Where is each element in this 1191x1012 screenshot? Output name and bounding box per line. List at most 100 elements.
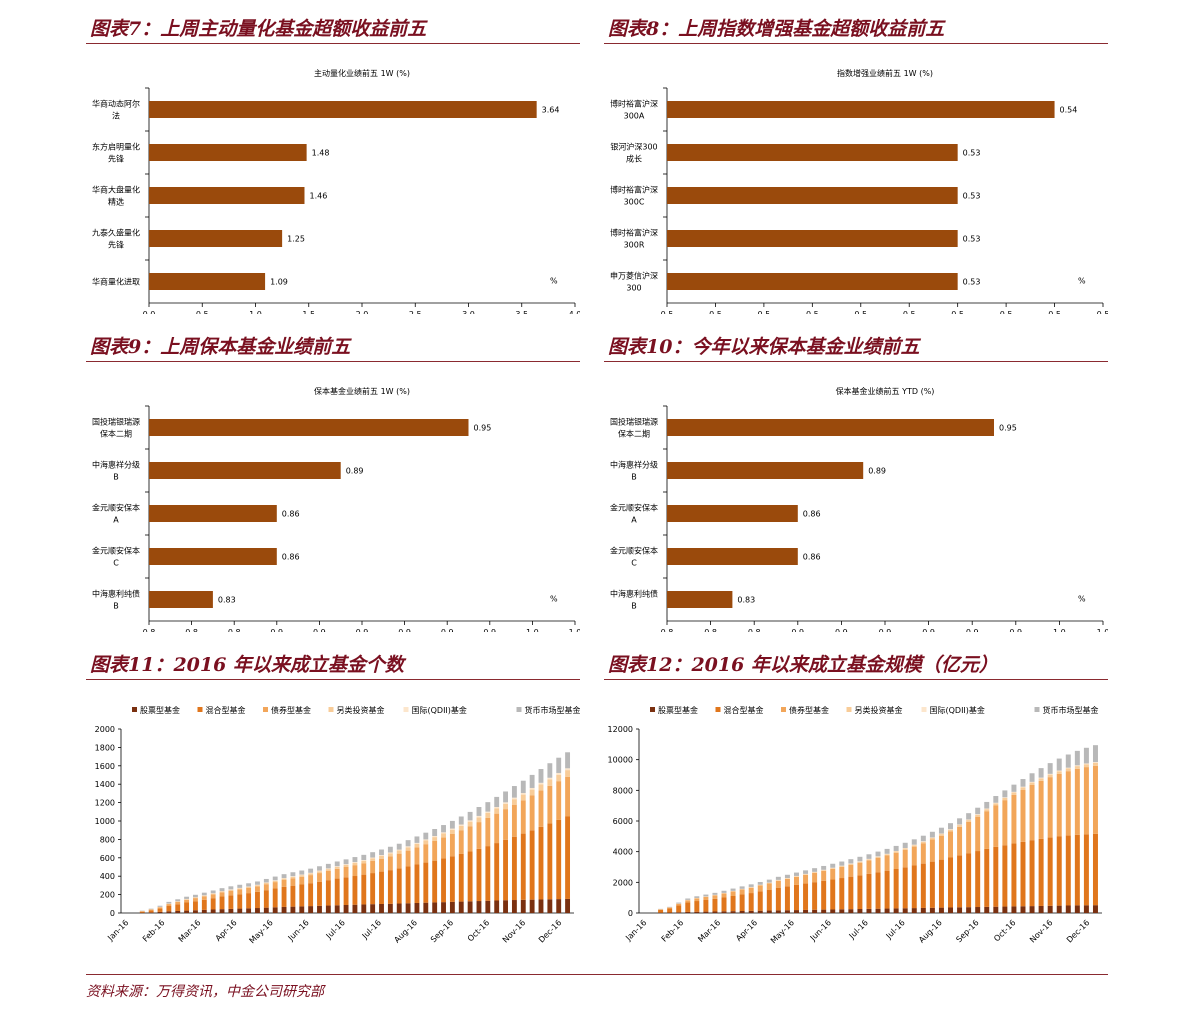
stack-segment xyxy=(975,851,981,908)
bar xyxy=(149,591,213,608)
stack-segment xyxy=(1092,765,1098,834)
stack-segment xyxy=(775,887,781,911)
stack-segment xyxy=(784,878,790,887)
stack-segment xyxy=(193,910,198,913)
stack-segment xyxy=(441,825,446,833)
stack-segment xyxy=(766,879,772,883)
data-label: 1.25 xyxy=(287,235,305,244)
stack-segment xyxy=(948,857,954,908)
x-tick-label: 0.5 xyxy=(709,310,722,314)
stack-segment xyxy=(793,876,799,885)
x-tick-label: 0.9 xyxy=(922,628,935,632)
stack-segment xyxy=(757,881,763,885)
stack-segment xyxy=(157,907,163,909)
stack-segment xyxy=(1020,841,1026,907)
stack-segment xyxy=(184,899,190,903)
stack-segment xyxy=(975,907,981,913)
x-tick-label: Jun-16 xyxy=(286,918,311,943)
category-label: 先锋 xyxy=(108,240,124,250)
stack-segment xyxy=(766,910,772,913)
stack-segment xyxy=(712,898,718,912)
stack-segment xyxy=(352,865,358,877)
x-tick-label: 0.5 xyxy=(806,310,819,314)
stack-segment xyxy=(803,883,809,910)
x-tick-label: 1.0 xyxy=(1097,628,1108,632)
y-tick-label: 12000 xyxy=(608,725,633,734)
x-tick-label: Apr-16 xyxy=(214,918,239,943)
chart-title: 保本基金业绩前五 YTD (%) xyxy=(836,386,935,396)
stack-segment xyxy=(565,898,571,913)
stack-segment xyxy=(281,906,287,913)
y-tick-label: 800 xyxy=(100,835,115,844)
stack-segment xyxy=(272,882,278,889)
x-tick-label: 0.9 xyxy=(398,628,411,632)
stack-segment xyxy=(538,826,544,900)
stack-segment xyxy=(317,871,322,874)
stack-segment xyxy=(520,800,526,834)
stack-segment xyxy=(520,780,526,794)
legend-swatch xyxy=(781,707,786,712)
stack-segment xyxy=(148,908,154,910)
stack-segment xyxy=(290,906,296,913)
stack-segment xyxy=(210,893,216,895)
stack-segment xyxy=(984,811,990,849)
stack-segment xyxy=(893,851,899,853)
x-tick-label: 0.8 xyxy=(704,628,717,632)
stack-segment xyxy=(1074,905,1080,913)
stack-segment xyxy=(966,819,972,821)
stack-segment xyxy=(387,870,393,904)
stack-segment xyxy=(166,901,172,904)
x-tick-label: 0.5 xyxy=(661,310,674,314)
stack-segment xyxy=(272,876,278,881)
stack-segment xyxy=(948,907,954,913)
stack-segment xyxy=(784,878,790,879)
stack-segment xyxy=(812,872,818,883)
stack-segment xyxy=(529,774,535,788)
stack-segment xyxy=(352,862,358,863)
stack-segment xyxy=(848,859,854,864)
x-tick-label: 0.8 xyxy=(143,628,156,632)
data-label: 0.89 xyxy=(346,467,364,476)
data-label: 1.48 xyxy=(312,149,330,158)
stack-segment xyxy=(911,839,917,845)
stack-segment xyxy=(414,847,420,865)
x-tick-label: Sep-16 xyxy=(429,918,455,944)
stack-segment xyxy=(299,875,305,877)
stack-segment xyxy=(739,886,745,889)
stack-segment xyxy=(476,901,482,913)
stack-segment xyxy=(396,850,402,854)
legend-swatch xyxy=(197,707,203,712)
category-label: 精选 xyxy=(108,197,124,207)
stack-segment xyxy=(246,893,252,909)
legend-label: 混合型基金 xyxy=(724,705,764,715)
stack-segment xyxy=(1074,765,1080,767)
stack-segment xyxy=(476,815,482,818)
x-tick-label: Nov-16 xyxy=(501,918,527,944)
stack-segment xyxy=(1047,774,1053,778)
stack-segment xyxy=(1002,797,1008,798)
bar xyxy=(667,462,864,479)
stack-segment xyxy=(175,901,181,905)
stack-segment xyxy=(966,907,972,913)
stack-segment xyxy=(228,895,234,909)
stack-segment xyxy=(793,884,799,911)
stack-segment xyxy=(308,883,314,907)
stack-segment xyxy=(325,869,331,871)
stack-segment xyxy=(237,889,243,895)
stack-segment xyxy=(201,896,207,900)
stack-segment xyxy=(405,847,411,851)
stack-segment xyxy=(529,795,535,831)
stack-segment xyxy=(1083,763,1089,765)
stack-segment xyxy=(547,899,553,913)
legend-label: 国际(QDII)基金 xyxy=(412,705,467,715)
panel-title: 图表9：上周保本基金业绩前五 xyxy=(86,332,580,362)
x-tick-label: Dec-16 xyxy=(537,918,564,945)
stack-segment xyxy=(503,803,508,810)
data-label: 1.09 xyxy=(270,278,288,287)
data-label: 0.86 xyxy=(282,553,300,562)
stack-segment xyxy=(902,908,908,913)
stack-segment xyxy=(821,909,827,913)
stack-segment xyxy=(685,902,691,912)
stack-segment xyxy=(405,866,411,904)
stack-segment xyxy=(467,811,473,821)
